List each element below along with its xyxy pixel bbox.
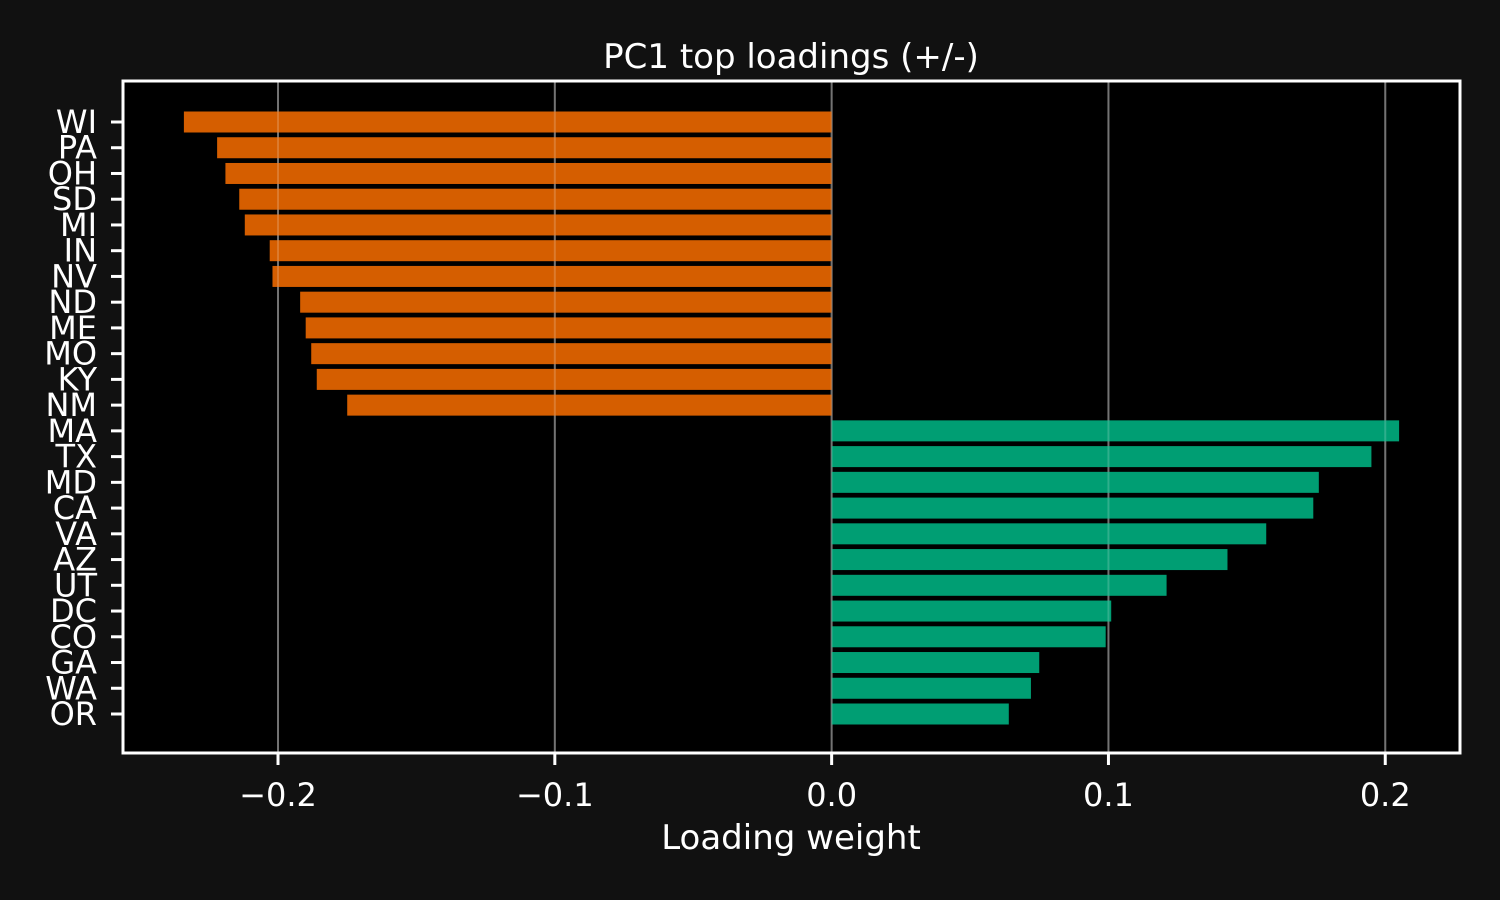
bar-or (831, 703, 1009, 725)
bar-mi (244, 214, 832, 236)
bar-ky (316, 368, 832, 390)
plot-frame (121, 79, 1462, 755)
bar-nd (300, 291, 832, 313)
y-tick-label: MI (60, 206, 97, 244)
bar-oh (225, 162, 832, 184)
y-tick-label: IN (64, 232, 97, 270)
y-tick-label: CA (53, 489, 97, 527)
y-tick-label: AZ (53, 541, 97, 579)
y-tick-label: GA (50, 644, 97, 682)
bar-in (269, 240, 832, 262)
y-tick-label: DC (50, 592, 97, 630)
y-tick-label: ND (48, 283, 97, 321)
bar-ma (831, 420, 1400, 442)
y-tick-label: OH (48, 154, 97, 192)
bar-ut (831, 574, 1167, 596)
y-tick-label: MD (45, 463, 97, 501)
x-tick-label: 0.2 (1360, 776, 1411, 814)
bar-nm (347, 394, 832, 416)
bar-pa (217, 137, 832, 159)
bars (183, 81, 1400, 753)
y-axis-ticks: WIPAOHSDMIINNVNDMEMOKYNMMATXMDCAVAAZUTDC… (44, 103, 123, 733)
y-tick-label: VA (55, 515, 97, 553)
y-tick-label: WI (56, 103, 97, 141)
y-tick-label: OR (50, 695, 97, 733)
bar-az (831, 549, 1228, 571)
y-tick-label: NM (45, 386, 97, 424)
bar-co (831, 626, 1106, 648)
y-tick-label: NV (51, 257, 97, 295)
bar-dc (831, 600, 1112, 622)
x-tick-label: 0.1 (1083, 776, 1134, 814)
bar-va (831, 523, 1267, 545)
x-tick-label: −0.1 (516, 776, 594, 814)
y-tick-label: KY (58, 360, 98, 398)
bar-ga (831, 652, 1040, 674)
bar-nv (272, 265, 832, 287)
y-tick-label: CO (49, 618, 97, 656)
x-tick-label: 0.0 (806, 776, 857, 814)
x-axis-ticks: −0.2 −0.1 0.0 0.1 0.2 (239, 753, 1411, 814)
chart-title: PC1 top loadings (+/-) (603, 37, 979, 77)
x-axis-label: Loading weight (661, 818, 921, 858)
y-tick-label: PA (58, 129, 97, 167)
y-tick-label: TX (55, 438, 97, 476)
bar-ca (831, 497, 1314, 519)
bar-wa (831, 677, 1031, 699)
y-tick-label: MA (48, 412, 98, 450)
y-tick-label: SD (52, 180, 97, 218)
bar-sd (239, 188, 832, 210)
bar-tx (831, 446, 1372, 468)
bar-mo (311, 343, 832, 365)
bar-wi (183, 111, 832, 133)
bar-md (831, 471, 1319, 493)
y-tick-label: UT (54, 566, 97, 604)
y-tick-label: MO (44, 335, 97, 373)
y-tick-label: ME (49, 309, 97, 347)
bar-me (305, 317, 832, 339)
y-tick-label: WA (45, 669, 97, 707)
x-tick-label: −0.2 (239, 776, 317, 814)
